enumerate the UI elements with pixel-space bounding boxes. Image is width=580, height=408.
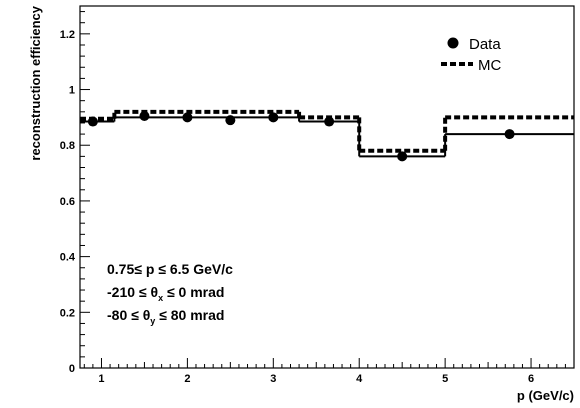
- annotation-text: -210 ≤ θ: [107, 284, 158, 300]
- data-point: [268, 112, 279, 123]
- legend-data-label: Data: [469, 36, 501, 53]
- annotation-text: ≤ 80 mrad: [155, 307, 224, 323]
- x-tick-label: 1: [98, 373, 104, 385]
- y-tick-label: 0.6: [60, 196, 75, 208]
- x-tick-label: 5: [442, 373, 448, 385]
- x-tick-label: 4: [356, 373, 363, 385]
- data-point: [504, 129, 515, 140]
- annotation-subscript: y: [150, 316, 155, 326]
- data-point: [87, 116, 98, 127]
- data-point: [397, 151, 408, 162]
- y-tick-label: 0.8: [60, 140, 75, 152]
- y-axis-title: reconstruction efficiency: [28, 5, 43, 160]
- data-point: [139, 110, 150, 121]
- data-point: [225, 115, 236, 126]
- annotation-subscript: x: [158, 293, 163, 303]
- y-tick-label: 0: [69, 363, 75, 375]
- annotation-line: 0.75≤ p ≤ 6.5 GeV/c: [107, 261, 233, 277]
- annotation-line: -210 ≤ θx ≤ 0 mrad: [107, 284, 224, 303]
- legend-mc-label: MC: [478, 57, 501, 74]
- y-tick-label: 0.4: [60, 252, 76, 264]
- y-tick-label: 0.2: [60, 307, 75, 319]
- x-tick-label: 2: [184, 373, 190, 385]
- plot-frame: [79, 5, 575, 369]
- annotation-text: ≤ 0 mrad: [163, 284, 224, 300]
- data-point: [324, 116, 335, 127]
- x-axis-title: p (GeV/c): [517, 388, 574, 403]
- x-tick-label: 6: [528, 373, 534, 385]
- annotation-line: -80 ≤ θy ≤ 80 mrad: [107, 307, 224, 326]
- annotation-text: 0.75≤ p ≤ 6.5 GeV/c: [107, 261, 233, 277]
- annotation-text: -80 ≤ θ: [107, 307, 150, 323]
- x-tick-label: 3: [270, 373, 276, 385]
- y-tick-label: 1: [69, 85, 75, 97]
- legend-data-marker: [447, 37, 459, 49]
- data-point: [182, 112, 193, 123]
- y-tick-label: 1.2: [60, 29, 75, 41]
